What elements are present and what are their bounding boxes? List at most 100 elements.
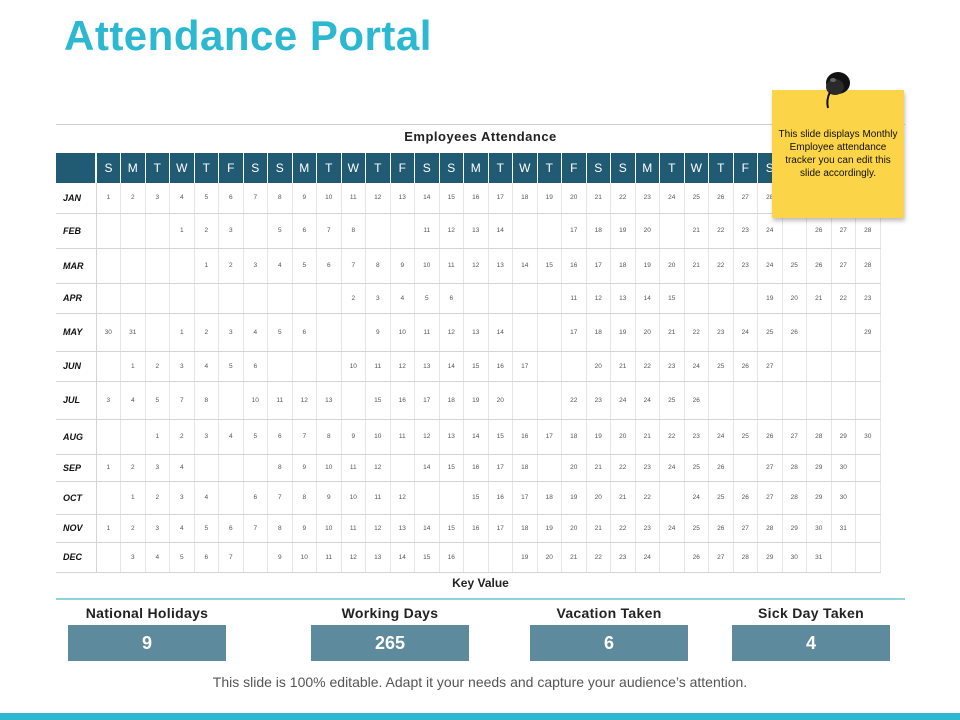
day-cell: 6 — [218, 514, 244, 543]
day-cell: 3 — [218, 313, 244, 352]
day-cell — [218, 454, 244, 482]
day-cell: 24 — [757, 213, 783, 249]
attendance-table: SMTWTFSSMTWTFSSMTWTFSSMTWTFSSMTW JAN1234… — [56, 153, 881, 573]
month-row: MAR 1 2 3 4 5 6 7 8 9 10 11 12 13 14 15 16 17 18 19 20 21 22 23… — [56, 248, 881, 284]
day-cell: 1 — [96, 183, 121, 214]
day-cell: 22 — [561, 381, 587, 420]
day-cell: 10 — [365, 419, 391, 455]
day-cell: 21 — [561, 542, 587, 573]
day-cell: 12 — [292, 381, 317, 420]
day-cell: 1 — [96, 454, 121, 482]
day-cell: 15 — [463, 481, 489, 515]
month-label: JUN — [56, 351, 97, 382]
day-cell: 7 — [243, 514, 268, 543]
day-cell: 3 — [169, 481, 195, 515]
day-cell: 2 — [120, 454, 146, 482]
day-cell: 12 — [463, 248, 489, 284]
day-cell — [684, 283, 709, 314]
day-cell: 28 — [782, 454, 807, 482]
day-cell — [390, 213, 415, 249]
day-cell: 5 — [292, 248, 317, 284]
day-cell: 24 — [684, 481, 709, 515]
day-cell — [96, 283, 121, 314]
day-cell: 25 — [659, 381, 685, 420]
day-cell: 29 — [782, 514, 807, 543]
day-cell: 1 — [169, 213, 195, 249]
day-cell: 20 — [488, 381, 513, 420]
day-cell: 14 — [414, 514, 440, 543]
stat-label: National Holidays — [85, 605, 209, 621]
day-cell: 13 — [390, 183, 415, 214]
stat-sick-day-taken: Sick Day Taken 4 — [732, 604, 890, 661]
day-header-cell: S — [439, 153, 464, 183]
day-cell: 17 — [512, 481, 538, 515]
day-cell: 12 — [341, 542, 366, 573]
day-cell: 11 — [561, 283, 587, 314]
day-cell: 26 — [757, 419, 783, 455]
day-cell — [782, 381, 807, 420]
day-cell — [169, 248, 195, 284]
day-cell: 21 — [635, 419, 660, 455]
day-cell: 29 — [757, 542, 783, 573]
day-cell: 22 — [831, 283, 856, 314]
day-cell: 10 — [243, 381, 268, 420]
day-cell: 30 — [831, 454, 856, 482]
day-cell: 10 — [414, 248, 440, 284]
day-cell: 26 — [708, 514, 734, 543]
day-cell: 28 — [855, 248, 881, 284]
day-cell: 12 — [390, 351, 415, 382]
day-cell: 18 — [439, 381, 464, 420]
day-cell — [831, 542, 856, 573]
day-cell: 6 — [243, 351, 268, 382]
day-cell: 15 — [488, 419, 513, 455]
month-row: MAY 30 31 1 2 3 4 5 6 9 10 11 12 13 14 17 18 19 20 21 22 23 24… — [56, 313, 881, 352]
day-cell: 10 — [390, 313, 415, 352]
day-cell: 22 — [659, 419, 685, 455]
day-cell — [414, 481, 440, 515]
day-cell: 22 — [610, 454, 636, 482]
day-cell — [243, 454, 268, 482]
day-cell: 9 — [390, 248, 415, 284]
day-cell: 7 — [169, 381, 195, 420]
day-cell: 20 — [610, 419, 636, 455]
day-cell: 21 — [806, 283, 832, 314]
day-cell: 26 — [684, 542, 709, 573]
day-cell — [537, 283, 562, 314]
day-cell: 4 — [169, 514, 195, 543]
day-cell: 2 — [341, 283, 366, 314]
day-cell: 30 — [782, 542, 807, 573]
day-cell: 2 — [194, 313, 219, 352]
day-cell: 24 — [659, 454, 685, 482]
day-cell: 2 — [120, 514, 146, 543]
day-cell — [194, 454, 219, 482]
day-header-cell: M — [292, 153, 317, 183]
day-cell — [488, 283, 513, 314]
day-header-row: SMTWTFSSMTWTFSSMTWTFSSMTWTFSSMTW — [56, 153, 881, 183]
day-cell: 21 — [610, 481, 636, 515]
day-header-cell: F — [733, 153, 758, 183]
day-cell: 9 — [292, 183, 317, 214]
day-cell: 24 — [733, 313, 758, 352]
day-cell — [120, 213, 146, 249]
day-cell: 6 — [292, 313, 317, 352]
day-cell: 13 — [463, 213, 489, 249]
day-cell: 18 — [512, 454, 538, 482]
day-header-cell: T — [365, 153, 391, 183]
day-cell — [194, 283, 219, 314]
day-cell — [169, 283, 195, 314]
day-cell: 24 — [684, 351, 709, 382]
month-label: DEC — [56, 542, 97, 573]
day-cell: 11 — [390, 419, 415, 455]
day-cell: 14 — [635, 283, 660, 314]
day-cell: 11 — [341, 183, 366, 214]
day-cell — [733, 381, 758, 420]
day-cell — [365, 213, 391, 249]
day-cell — [855, 454, 881, 482]
day-cell: 20 — [586, 481, 611, 515]
day-cell: 4 — [169, 183, 195, 214]
day-cell: 20 — [635, 213, 660, 249]
month-label: SEP — [56, 454, 97, 482]
day-cell — [243, 213, 268, 249]
day-cell — [855, 351, 881, 382]
day-cell: 19 — [610, 213, 636, 249]
